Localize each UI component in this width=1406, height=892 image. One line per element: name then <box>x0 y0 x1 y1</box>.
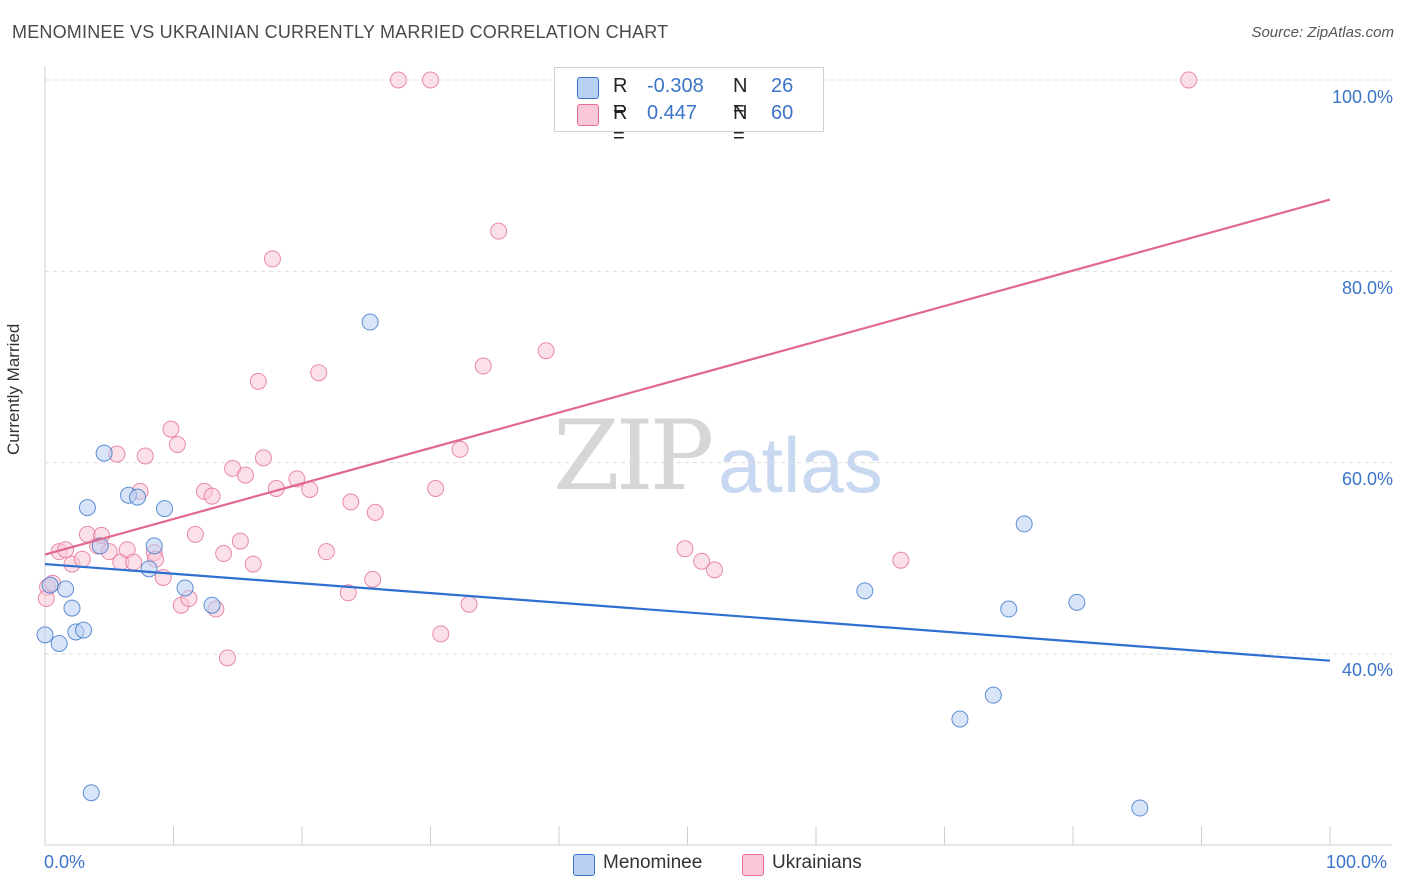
axes <box>44 66 1392 846</box>
ukrainians-point <box>203 487 221 505</box>
ukrainians-point <box>249 372 267 390</box>
menominee-point <box>1015 515 1033 533</box>
ukrainians-point <box>460 595 478 613</box>
ukrainians-point <box>474 357 492 375</box>
ukrainians-swatch <box>577 104 599 126</box>
legend-n-label: N = <box>733 75 748 120</box>
ukrainians-point <box>342 493 360 511</box>
ukrainians-point <box>427 479 445 497</box>
menominee-legend-swatch <box>573 854 595 876</box>
ukrainians-point <box>451 440 469 458</box>
menominee-point <box>856 582 874 600</box>
menominee-swatch <box>577 77 599 99</box>
menominee-point <box>91 537 109 555</box>
menominee-point <box>176 579 194 597</box>
menominee-point <box>82 784 100 802</box>
menominee-point <box>156 500 174 518</box>
legend-r-value: -0.308 <box>647 75 704 97</box>
menominee-point <box>78 499 96 517</box>
menominee-point <box>984 686 1002 704</box>
watermark-zip: ZIP <box>553 400 714 512</box>
x-tick-label-min: 0.0% <box>44 852 86 872</box>
menominee-point <box>1000 600 1018 618</box>
ukrainians-point <box>162 420 180 438</box>
menominee-point <box>145 537 163 555</box>
legend-n-value: 26 <box>771 75 794 97</box>
ukrainians-point <box>186 525 204 543</box>
ukrainians-point <box>389 71 407 89</box>
menominee-point <box>1068 593 1086 611</box>
ukrainians-legend-swatch <box>742 854 764 876</box>
menominee-point <box>63 599 81 617</box>
menominee-point <box>75 621 93 639</box>
ukrainians-point <box>422 71 439 89</box>
menominee-legend-label: Menominee <box>603 852 703 873</box>
legend-n-label: N = <box>733 102 748 147</box>
ukrainians-point <box>1180 71 1198 89</box>
stats-legend: R = -0.308 N = 26 R = 0.447 N = 60 <box>554 67 824 147</box>
ukrainians-point <box>693 552 711 570</box>
ukrainians-point <box>218 649 236 667</box>
menominee-trend-line <box>44 562 1331 662</box>
ukrainians-point <box>339 584 357 602</box>
legend-r-value: 0.447 <box>647 102 698 124</box>
y-tick-label: 60.0% <box>1341 469 1393 489</box>
menominee-point <box>1131 799 1149 817</box>
menominee-point <box>41 576 59 594</box>
source-label: Source: ZipAtlas.com <box>1251 24 1394 41</box>
menominee-points <box>36 313 1149 817</box>
menominee-point <box>95 444 113 462</box>
legend-n-value: 60 <box>771 102 794 124</box>
ukrainians-point <box>537 342 555 360</box>
chart-title: MENOMINEE VS UKRAINIAN CURRENTLY MARRIED… <box>12 22 669 42</box>
menominee-point <box>50 634 68 652</box>
ukrainians-point <box>490 222 508 240</box>
y-tick-label: 40.0% <box>1341 660 1393 680</box>
ukrainians-trend-line <box>44 198 1331 556</box>
menominee-point <box>140 560 158 578</box>
ukrainians-point <box>231 532 249 550</box>
ukrainians-point <box>676 540 694 558</box>
legend-r-label: R = <box>613 75 628 120</box>
menominee-point <box>57 580 75 598</box>
ukrainians-point <box>432 625 450 643</box>
menominee-point <box>36 626 54 644</box>
ukrainians-point <box>892 551 910 569</box>
ukrainians-point <box>310 364 328 382</box>
ukrainians-point <box>705 561 723 579</box>
ukrainians-point <box>236 466 254 484</box>
trend-lines <box>44 198 1331 662</box>
ukrainians-point <box>366 503 384 521</box>
y-tick-label: 80.0% <box>1341 278 1393 298</box>
ukrainians-point <box>244 555 262 573</box>
ukrainians-point <box>263 250 281 268</box>
ukrainians-legend-label: Ukrainians <box>772 852 862 873</box>
ukrainians-point <box>73 550 91 568</box>
ukrainians-point <box>364 570 382 588</box>
menominee-point <box>129 488 147 506</box>
menominee-point <box>951 710 969 728</box>
x-tick-label-max: 100.0% <box>1326 852 1388 872</box>
ukrainians-point <box>168 435 186 453</box>
ukrainians-point <box>125 553 143 571</box>
ukrainians-point <box>317 543 335 561</box>
ukrainians-point <box>136 447 154 465</box>
ukrainians-point <box>254 449 272 467</box>
legend-r-label: R = <box>613 102 628 147</box>
y-tick-label: 100.0% <box>1331 87 1393 107</box>
menominee-point <box>203 596 221 614</box>
watermark-atlas: atlas <box>718 421 883 509</box>
menominee-point <box>361 313 379 331</box>
ukrainians-point <box>215 545 233 563</box>
